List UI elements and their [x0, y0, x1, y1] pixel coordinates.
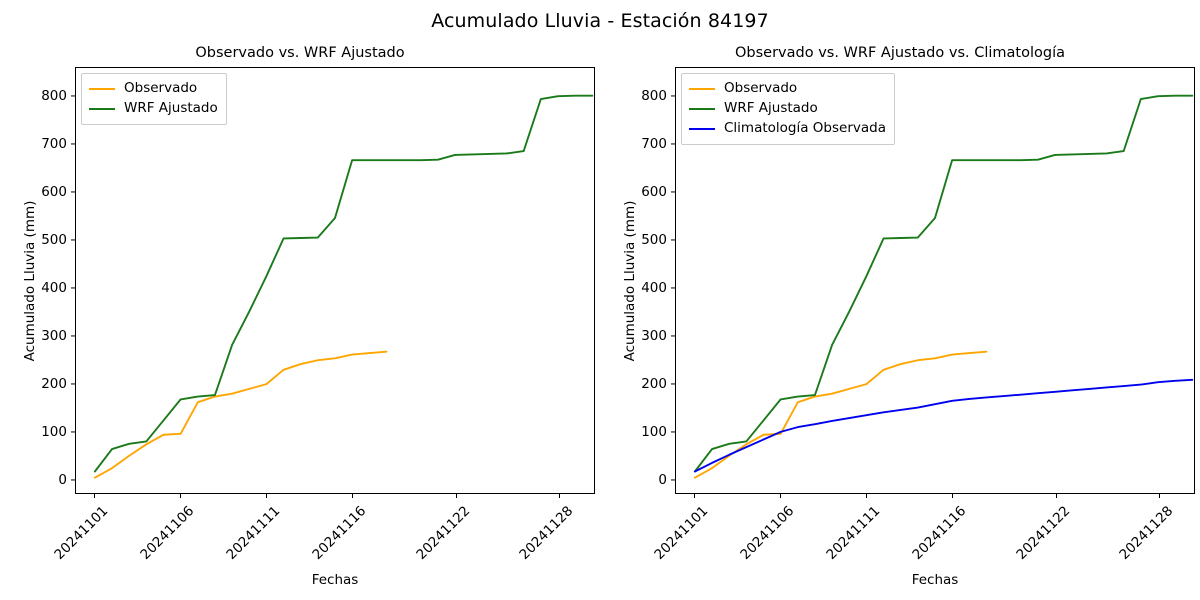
legend-entry-label: Climatología Observada — [724, 120, 886, 137]
y-tick-label: 300 — [641, 327, 667, 344]
y-tick-mark — [671, 431, 675, 433]
legend-entry-label: Observado — [124, 80, 198, 97]
plot-area-left — [75, 67, 595, 494]
y-tick-mark — [71, 335, 75, 337]
x-axis-label: Fechas — [911, 572, 959, 588]
subplot-left-title: Observado vs. WRF Ajustado — [195, 45, 405, 61]
y-tick-label: 300 — [41, 327, 67, 344]
y-tick-label: 600 — [41, 183, 67, 200]
y-tick-label: 0 — [58, 471, 67, 488]
legend-entry-label: WRF Ajustado — [724, 100, 818, 117]
legend-color-swatch-icon — [689, 127, 715, 131]
y-tick-mark — [671, 383, 675, 385]
legend-entry-label: WRF Ajustado — [124, 100, 218, 117]
legend-entry[interactable]: Climatología Observada — [689, 119, 886, 139]
x-tick-mark — [866, 494, 868, 498]
plot-lines-left — [93, 94, 594, 479]
y-axis-label: Acumulado Lluvia (mm) — [622, 200, 638, 361]
x-tick-mark — [693, 494, 696, 498]
series-line-climatolog-a-observada — [693, 378, 1194, 473]
x-tick-mark — [93, 494, 96, 498]
y-tick-label: 500 — [641, 231, 667, 248]
y-tick-mark — [71, 191, 75, 193]
y-tick-mark — [71, 239, 75, 241]
y-tick-label: 400 — [641, 279, 667, 296]
series-line-observado — [693, 350, 988, 479]
y-tick-mark — [671, 239, 675, 241]
plot-lines-right — [693, 94, 1194, 479]
x-tick-mark — [180, 494, 182, 498]
y-tick-label: 100 — [641, 423, 667, 440]
y-tick-mark — [71, 143, 75, 145]
subplot-left: Observado vs. WRF Ajustado 0 100 200 300 400… — [22, 45, 595, 588]
y-tick-label: 500 — [41, 231, 67, 248]
y-tick-label: 200 — [641, 375, 667, 392]
y-tick-mark — [71, 383, 75, 385]
series-line-wrf-ajustado — [93, 94, 594, 473]
y-tick-mark — [71, 479, 75, 481]
x-tick-mark — [558, 494, 560, 498]
x-axis-label: Fechas — [311, 572, 359, 588]
x-tick-mark — [1055, 494, 1057, 498]
y-tick-mark — [671, 479, 675, 481]
x-tick-mark — [1158, 494, 1160, 498]
y-tick-mark — [671, 191, 675, 193]
y-tick-mark — [671, 287, 675, 289]
legend-entry[interactable]: WRF Ajustado — [689, 99, 886, 119]
y-tick-mark — [71, 287, 75, 289]
series-line-observado — [93, 350, 388, 479]
y-tick-label: 700 — [41, 135, 67, 152]
legend-color-swatch-icon — [689, 87, 715, 91]
x-tick-mark — [780, 494, 782, 498]
y-tick-mark — [71, 95, 75, 97]
y-tick-label: 400 — [41, 279, 67, 296]
x-tick-mark — [266, 494, 268, 498]
figure-title: Acumulado Lluvia - Estación 84197 — [431, 10, 769, 32]
y-tick-label: 100 — [41, 423, 67, 440]
y-axis-label: Acumulado Lluvia (mm) — [22, 200, 38, 361]
legend-entry-label: Observado — [724, 80, 798, 97]
y-tick-mark — [71, 431, 75, 433]
y-tick-label: 0 — [658, 471, 667, 488]
x-tick-mark — [952, 494, 954, 498]
y-tick-label: 600 — [641, 183, 667, 200]
legend-color-swatch-icon — [89, 87, 115, 91]
legend-entry[interactable]: Observado — [89, 79, 218, 99]
x-tick-mark — [455, 494, 457, 498]
y-tick-mark — [671, 335, 675, 337]
y-tick-label: 700 — [641, 135, 667, 152]
y-tick-mark — [671, 95, 675, 97]
legend-left[interactable]: Observado WRF Ajustado — [81, 73, 227, 125]
legend-right[interactable]: Observado WRF Ajustado Climatología Observ… — [681, 73, 895, 145]
subplot-right: Observado vs. WRF Ajustado vs. Climatolo… — [600, 0, 1200, 600]
legend-color-swatch-icon — [689, 107, 715, 111]
y-tick-mark — [671, 143, 675, 145]
y-tick-label: 200 — [41, 375, 67, 392]
subplot-right-title: Observado vs. WRF Ajustado vs. Climatolo… — [735, 45, 1065, 61]
plot-area-right — [675, 67, 1195, 494]
series-line-wrf-ajustado — [693, 94, 1194, 473]
y-tick-label: 800 — [41, 87, 67, 104]
legend-entry[interactable]: WRF Ajustado — [89, 99, 218, 119]
y-tick-label: 800 — [641, 87, 667, 104]
x-tick-mark — [352, 494, 354, 498]
legend-entry[interactable]: Observado — [689, 79, 886, 99]
legend-color-swatch-icon — [89, 107, 115, 111]
